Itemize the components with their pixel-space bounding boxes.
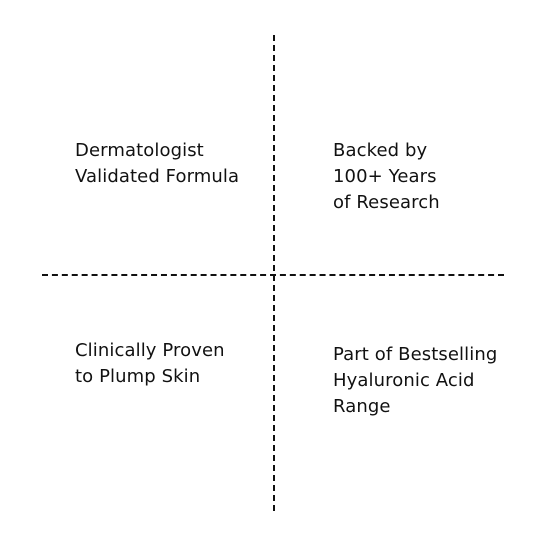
feature-text-line: Backed by bbox=[333, 140, 428, 161]
horizontal-dashed-divider bbox=[42, 274, 504, 276]
feature-dermatologist-validated: Dermatologist Validated Formula bbox=[75, 138, 239, 190]
feature-clinically-proven: Clinically Proven to Plump Skin bbox=[75, 338, 225, 390]
feature-text-line: Range bbox=[333, 396, 391, 417]
feature-text-line: of Research bbox=[333, 192, 440, 213]
feature-text-line: Dermatologist bbox=[75, 140, 204, 161]
feature-text-line: Validated Formula bbox=[75, 166, 240, 187]
feature-text-line: Part of Bestselling bbox=[333, 344, 498, 365]
vertical-dashed-divider bbox=[273, 35, 275, 511]
feature-backed-by-research: Backed by 100+ Years of Research bbox=[333, 138, 440, 216]
feature-text-line: Clinically Proven bbox=[75, 340, 225, 361]
feature-text-line: to Plump Skin bbox=[75, 366, 201, 387]
feature-text-line: Hyaluronic Acid bbox=[333, 370, 475, 391]
feature-text-line: 100+ Years bbox=[333, 166, 437, 187]
feature-bestselling-range: Part of Bestselling Hyaluronic Acid Rang… bbox=[333, 342, 497, 420]
